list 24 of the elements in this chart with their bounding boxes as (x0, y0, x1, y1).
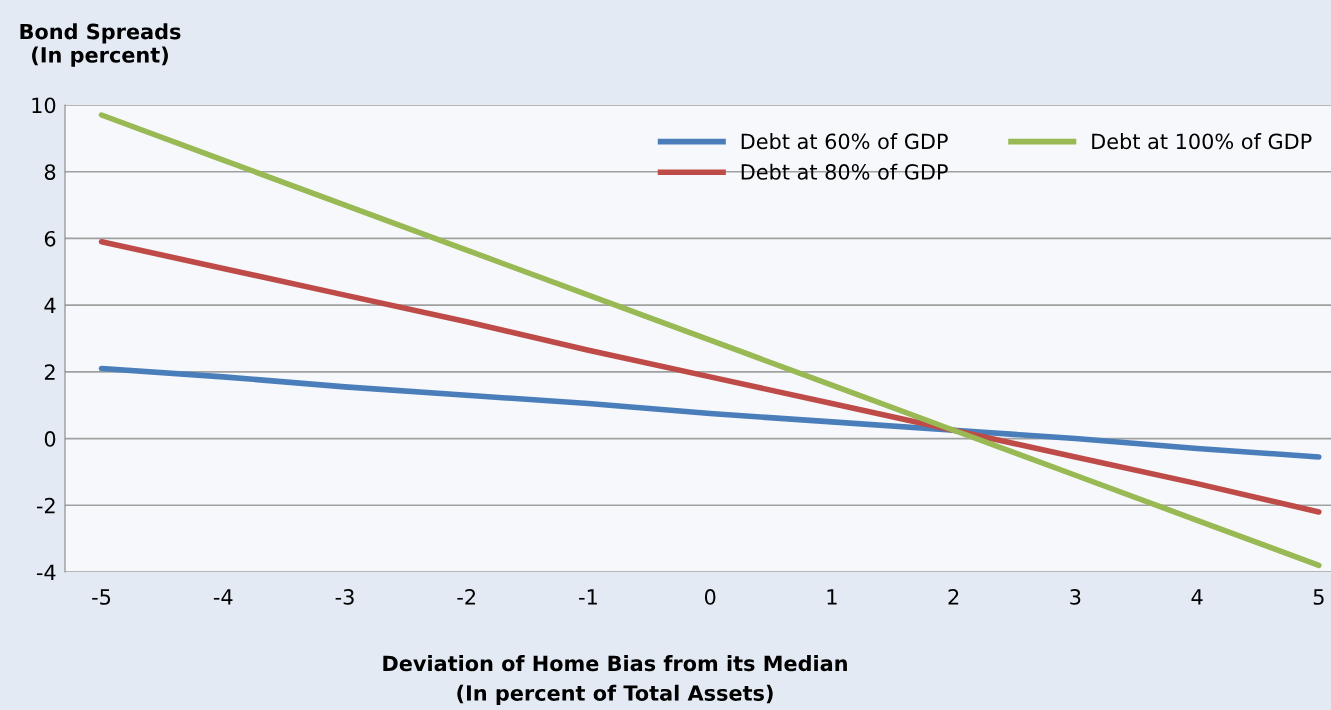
legend-label: Debt at 80% of GDP (741, 163, 948, 180)
y-tick-label: 0 (44, 431, 56, 447)
x-tick-label: -3 (335, 589, 354, 605)
y-tick-label: 4 (44, 297, 56, 314)
y-tick-label: 8 (44, 164, 56, 180)
x-tick-label: 2 (948, 589, 959, 605)
y-tick-label: -2 (36, 497, 55, 514)
y-tick-label: -4 (36, 564, 56, 580)
y-tick-label: 10 (32, 97, 56, 114)
x-tick-label: -1 (579, 589, 597, 605)
x-tick-label: 3 (1070, 589, 1081, 605)
x-tick-label: 1 (827, 589, 837, 605)
y-axis-title: Bond Spreads (In percent) (20, 23, 181, 67)
x-tick-label: -4 (213, 589, 233, 605)
x-tick-label: -2 (457, 589, 476, 605)
x-tick-label: -5 (92, 589, 111, 605)
x-tick-label: 0 (704, 589, 716, 605)
y-tick-label: 2 (44, 364, 55, 380)
x-axis-title: Deviation of Home Bias from its Median (In percent of Total Assets) (383, 655, 847, 705)
x-tick-label: 5 (1313, 589, 1324, 605)
legend-label: Debt at 100% of GDP (1092, 133, 1312, 150)
y-tick-label: 6 (44, 230, 56, 247)
legend-label: Debt at 60% of GDP (741, 133, 948, 150)
x-tick-label: 4 (1191, 589, 1203, 605)
